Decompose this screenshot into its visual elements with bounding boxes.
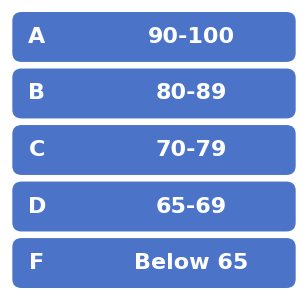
FancyBboxPatch shape: [12, 182, 296, 232]
Text: B: B: [28, 83, 46, 103]
FancyBboxPatch shape: [12, 68, 296, 118]
FancyBboxPatch shape: [12, 125, 296, 175]
Text: 70-79: 70-79: [155, 140, 227, 160]
Text: D: D: [28, 196, 46, 217]
Text: A: A: [28, 27, 46, 47]
Text: 80-89: 80-89: [155, 83, 227, 103]
FancyBboxPatch shape: [12, 12, 296, 62]
Text: F: F: [29, 253, 45, 273]
FancyBboxPatch shape: [12, 238, 296, 288]
Text: 90-100: 90-100: [148, 27, 234, 47]
Text: C: C: [29, 140, 45, 160]
Text: 65-69: 65-69: [156, 196, 226, 217]
Text: Below 65: Below 65: [134, 253, 248, 273]
